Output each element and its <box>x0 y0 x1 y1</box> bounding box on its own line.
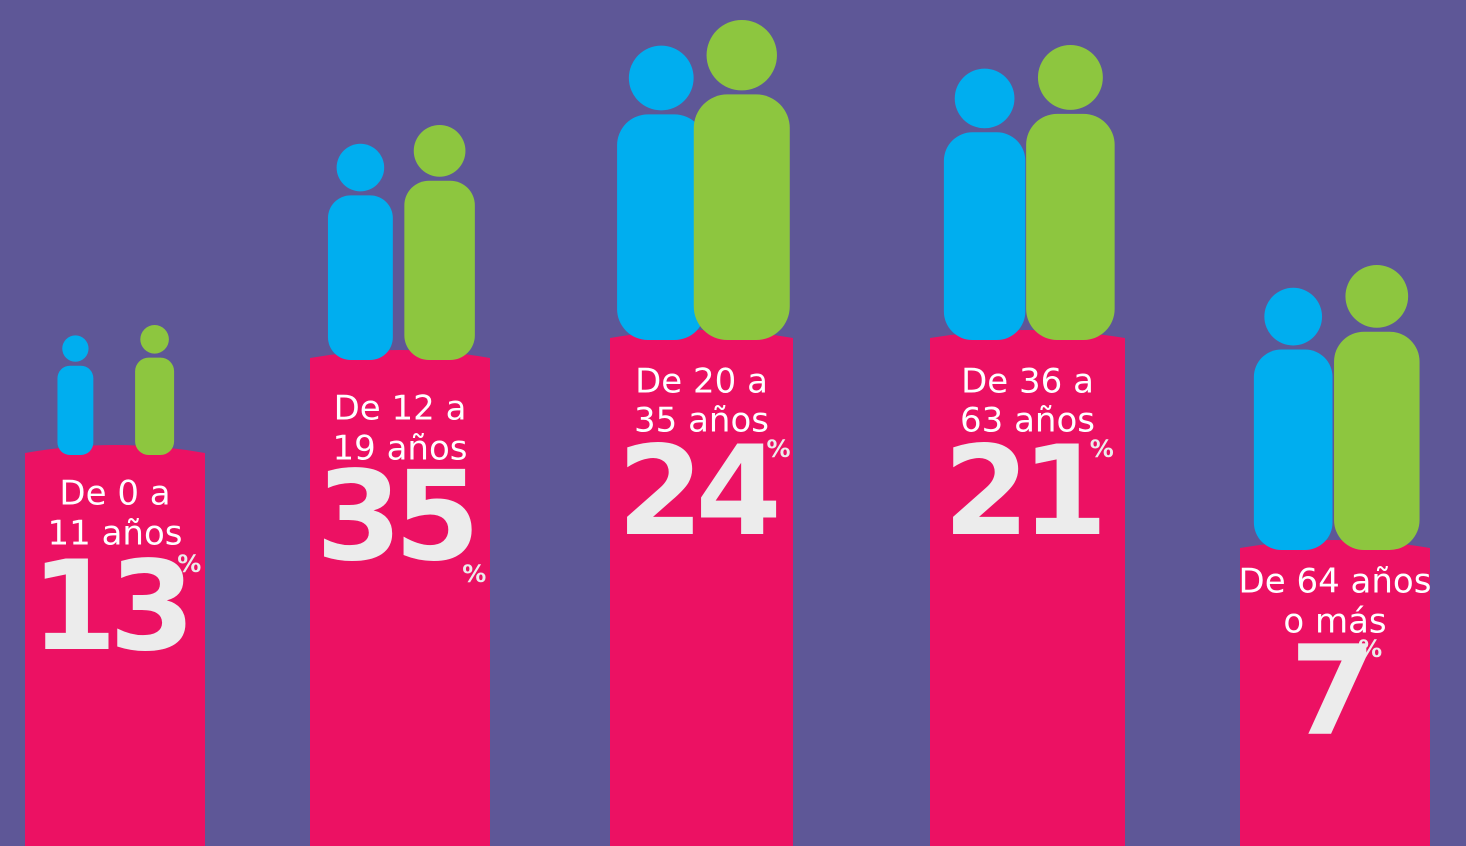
age-label: De 36 a <box>961 362 1094 402</box>
figure-head <box>140 325 169 354</box>
figure-body <box>1334 331 1420 550</box>
percent-sign: % <box>1090 435 1114 463</box>
age-label: 11 años <box>48 514 183 554</box>
pillar <box>25 445 205 846</box>
percentage-value: 21 <box>943 420 1100 564</box>
pillar <box>1240 540 1430 846</box>
age-label: 63 años <box>960 401 1095 441</box>
figure-head <box>1264 287 1323 346</box>
figure-head <box>954 68 1015 129</box>
figure-head <box>336 143 385 192</box>
figure-body <box>1253 349 1333 550</box>
percentage-value: 35 <box>316 445 473 589</box>
percentage-value: 24 <box>617 420 776 564</box>
figure-head <box>1345 265 1409 328</box>
age-label: De 64 años <box>1239 562 1432 602</box>
percentage-value: 7 <box>1290 620 1368 764</box>
figure-body <box>1026 113 1115 341</box>
figure-body <box>57 365 94 455</box>
percent-sign: % <box>177 550 201 578</box>
pillar <box>930 330 1125 846</box>
percent-sign: % <box>462 560 486 588</box>
age-label: De 20 a <box>635 362 768 402</box>
figure-body <box>943 132 1026 340</box>
figure-body <box>404 180 475 360</box>
age-label: 35 años <box>634 401 769 441</box>
percent-sign: % <box>1358 635 1382 663</box>
pillar <box>610 330 793 846</box>
age-label: De 12 a <box>334 389 467 429</box>
age-label: De 0 a <box>59 474 170 514</box>
age-label: 19 años <box>333 429 468 469</box>
figure-head <box>1037 44 1103 110</box>
figure-head <box>628 45 694 111</box>
figure-body <box>693 94 790 341</box>
figure-body <box>617 114 706 340</box>
percent-sign: % <box>766 435 790 463</box>
figure-body <box>327 195 393 360</box>
pillar <box>310 350 490 846</box>
percentage-value: 13 <box>31 535 188 679</box>
figure-head <box>62 335 89 362</box>
figure-head <box>413 125 466 177</box>
age-label: o más <box>1283 602 1386 642</box>
figure-head <box>706 20 777 91</box>
figure-body <box>135 357 175 455</box>
